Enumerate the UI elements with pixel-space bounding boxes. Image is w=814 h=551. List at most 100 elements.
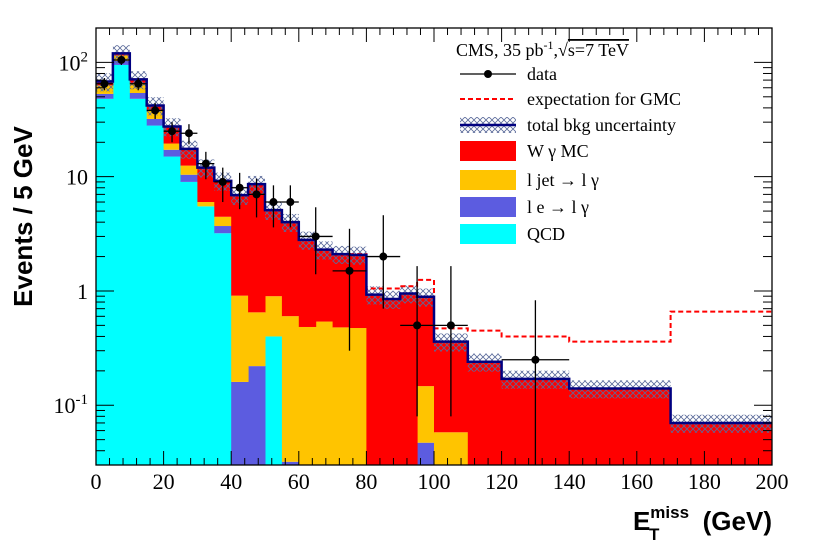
legend-entry-le: l e → l γ bbox=[460, 197, 589, 217]
data-marker bbox=[379, 252, 388, 261]
bar-series3-bin19 bbox=[417, 296, 435, 387]
bar-series3-bin12 bbox=[298, 240, 317, 327]
bar-series3-bin8 bbox=[231, 195, 249, 296]
x-tick-label: 120 bbox=[485, 469, 518, 494]
y-axis-label: Events / 5 GeV bbox=[8, 126, 38, 307]
data-point-9 bbox=[248, 178, 265, 218]
bar-series2-bin11 bbox=[281, 316, 300, 462]
data-marker bbox=[311, 232, 320, 241]
data-marker bbox=[235, 183, 244, 192]
data-point-8 bbox=[231, 172, 249, 210]
bar-series3-bin9 bbox=[248, 183, 266, 313]
x-tick-label: 40 bbox=[220, 469, 242, 494]
bar-series0-bin2 bbox=[129, 98, 148, 465]
data-point-2 bbox=[129, 78, 147, 91]
data-marker bbox=[184, 129, 193, 138]
legend-swatch bbox=[460, 141, 516, 161]
bar-series3-bin21 bbox=[467, 361, 503, 465]
bar-series0-bin5 bbox=[180, 181, 198, 465]
data-marker bbox=[201, 159, 210, 168]
data-marker bbox=[531, 355, 540, 364]
bar-series2-bin12 bbox=[298, 326, 317, 465]
bar-series1-bin19 bbox=[417, 442, 435, 465]
legend-label: l jet → l γ bbox=[527, 170, 599, 190]
histogram-lines bbox=[96, 52, 772, 425]
bar-series3-bin13 bbox=[315, 249, 334, 322]
bar-series2-bin13 bbox=[315, 321, 334, 465]
data-points bbox=[96, 55, 570, 465]
bar-series0-bin7 bbox=[214, 233, 232, 465]
bar-series1-bin3 bbox=[146, 118, 165, 126]
bar-series3-bin17 bbox=[383, 299, 401, 465]
axis-labels: Events / 5 GeV Emiss T (GeV) bbox=[8, 126, 772, 544]
data-marker bbox=[151, 106, 160, 115]
data-marker bbox=[100, 79, 109, 88]
bar-series2-bin6 bbox=[197, 202, 215, 207]
total-bkg-line bbox=[96, 52, 772, 425]
data-marker bbox=[286, 198, 295, 207]
bar-series2-bin4 bbox=[163, 143, 181, 150]
bar-series1-bin11 bbox=[281, 461, 300, 465]
x-tick-label: 160 bbox=[620, 469, 653, 494]
bar-series1-bin5 bbox=[180, 174, 198, 182]
legend-entry-unc: total bkg uncertainty bbox=[460, 115, 676, 135]
data-marker bbox=[134, 79, 143, 88]
data-point-17 bbox=[501, 300, 570, 465]
data-point-14 bbox=[366, 215, 401, 309]
bar-series2-bin10 bbox=[265, 296, 283, 337]
data-point-11 bbox=[281, 185, 299, 228]
x-tick-label: 140 bbox=[553, 469, 586, 494]
x-tick-label: 180 bbox=[688, 469, 721, 494]
bar-series2-bin7 bbox=[214, 216, 232, 227]
y-tick-label: 10 bbox=[66, 165, 88, 190]
data-marker bbox=[117, 55, 126, 64]
legend-label: W γ MC bbox=[527, 141, 589, 161]
axes: 0 20 40 60 80 100 120 140 160 180 200 102 10 1 10-1 bbox=[54, 27, 789, 494]
bar-series3-bin23 bbox=[569, 388, 672, 465]
x-tick-label: 20 bbox=[153, 469, 175, 494]
bar-series3-bin16 bbox=[366, 294, 384, 465]
bar-series0-bin6 bbox=[197, 206, 215, 465]
bar-series3-bin11 bbox=[281, 222, 300, 317]
bar-series1-bin4 bbox=[163, 149, 181, 157]
gmc-expectation-line bbox=[96, 52, 772, 343]
legend-swatch bbox=[460, 197, 516, 217]
bar-series2-bin9 bbox=[248, 312, 266, 367]
x-axis-label: Emiss T (GeV) bbox=[633, 503, 772, 544]
legend-label: QCD bbox=[527, 224, 565, 244]
x-tick-label: 80 bbox=[355, 469, 377, 494]
bar-series1-bin9 bbox=[248, 366, 266, 465]
bar-series3-bin14 bbox=[332, 253, 350, 328]
data-point-1 bbox=[112, 55, 130, 65]
data-marker bbox=[269, 198, 278, 207]
legend-label: expectation for GMC bbox=[527, 89, 681, 109]
x-tick-label: 60 bbox=[288, 469, 310, 494]
cms-annotation: CMS, 35 pb-1,√s=7 TeV bbox=[456, 38, 629, 60]
legend-swatch bbox=[460, 224, 516, 244]
data-marker bbox=[252, 190, 261, 199]
data-marker bbox=[446, 321, 455, 330]
legend-entry-gmc: expectation for GMC bbox=[460, 89, 681, 109]
data-point-12 bbox=[298, 207, 333, 275]
bar-series1-bin7 bbox=[214, 226, 232, 234]
y-tick-label: 1 bbox=[77, 279, 88, 304]
data-point-4 bbox=[163, 122, 181, 143]
data-point-15 bbox=[400, 266, 434, 417]
bar-series3-bin15 bbox=[349, 254, 367, 329]
legend-label: data bbox=[527, 64, 557, 84]
bar-series0-bin3 bbox=[146, 125, 165, 465]
legend-entry-wg: W γ MC bbox=[460, 141, 589, 161]
bar-series2-bin15 bbox=[349, 328, 367, 465]
data-point-6 bbox=[197, 151, 215, 180]
bar-series0-bin0 bbox=[96, 98, 114, 465]
bar-series2-bin19 bbox=[417, 386, 435, 443]
data-marker bbox=[168, 127, 177, 136]
data-point-3 bbox=[146, 103, 164, 119]
legend-entry-data: data bbox=[460, 64, 557, 84]
bar-series0-bin10 bbox=[265, 336, 283, 465]
bar-series1-bin2 bbox=[129, 92, 148, 99]
y-tick-label: 102 bbox=[59, 49, 89, 75]
data-point-5 bbox=[180, 124, 198, 145]
legend-label: total bkg uncertainty bbox=[527, 115, 676, 135]
legend-data-marker bbox=[484, 70, 492, 78]
